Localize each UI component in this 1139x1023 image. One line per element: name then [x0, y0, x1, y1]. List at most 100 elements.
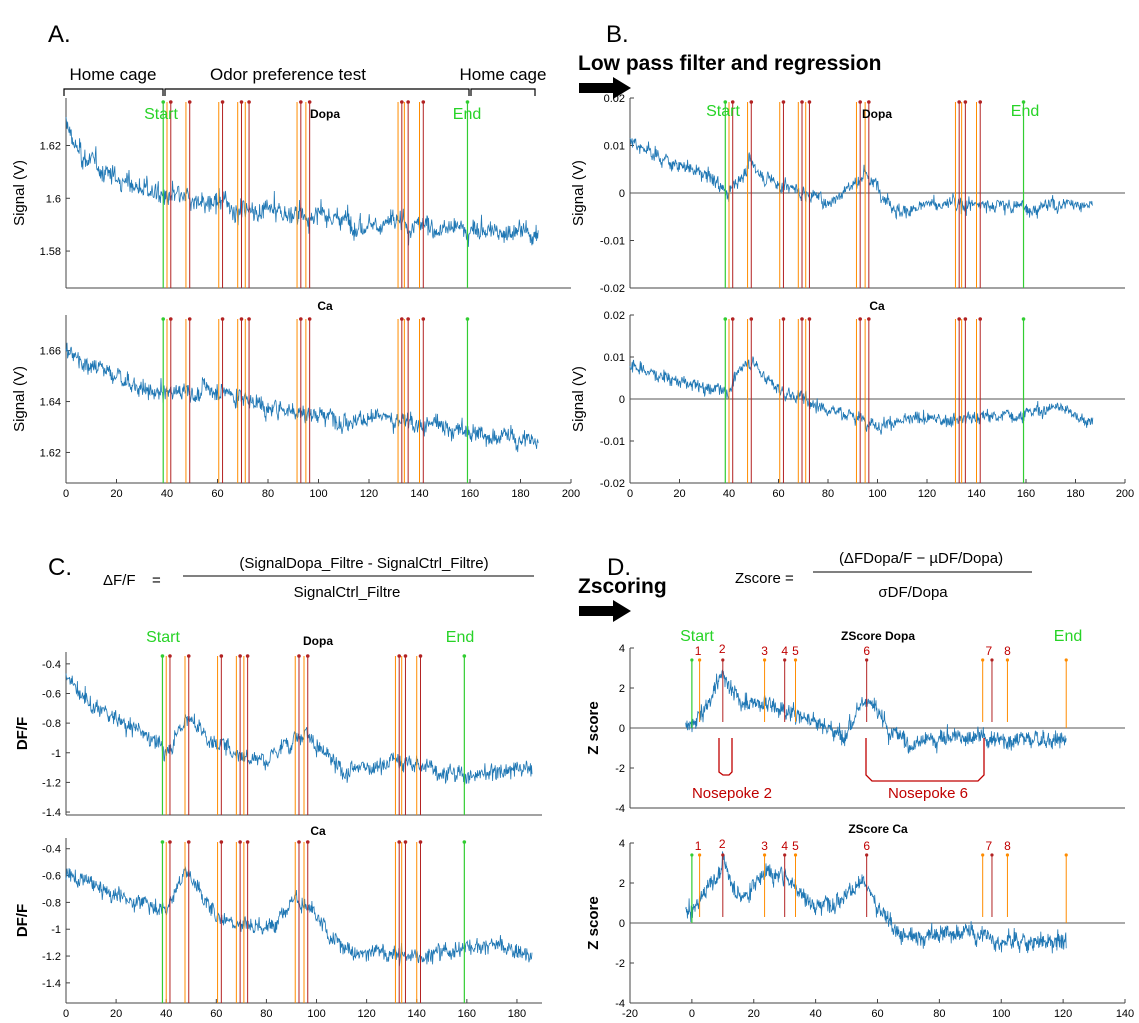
panel-b2-xtick-label: 60 — [772, 488, 784, 500]
panel-d2-nosepoke-dot — [793, 853, 798, 857]
panel-b2-start-dot — [723, 317, 728, 321]
panel-d2-nosepoke-dot — [990, 853, 994, 857]
panel-b2-xtick-label: 200 — [1116, 488, 1134, 500]
panel-d2-xtick-label: -20 — [622, 1008, 638, 1020]
panel-a2-nosepoke-exit-dot — [421, 317, 426, 321]
phase-label-home-cage-2: Home cage — [460, 65, 547, 84]
panel-b1-nosepoke-exit-dot — [978, 100, 983, 104]
panel-b2-xtick-label: 140 — [967, 488, 985, 500]
panel-a1-nosepoke-exit-dot — [239, 100, 244, 104]
panel-b2-xtick-label: 80 — [822, 488, 834, 500]
panel-b2-nosepoke-exit-dot — [781, 317, 786, 321]
panel-d2-nosepoke-dot — [1005, 853, 1010, 857]
panel-a2-xtick-label: 180 — [511, 488, 529, 500]
panel-a1-nosepoke-exit-dot — [400, 100, 404, 104]
phase-bracket-odor-test — [164, 88, 470, 96]
panel-d-start-label: Start — [680, 628, 714, 645]
panel-b2-xtick-label: 20 — [673, 488, 685, 500]
panel-b2-ytick-label: 0 — [619, 394, 625, 406]
panel-c1-nosepoke-exit-dot — [418, 654, 423, 658]
panel-d1-nosepoke-number: 2 — [719, 642, 726, 656]
panel-c1-nosepoke-exit-dot — [245, 654, 250, 658]
panel-a-label: A. — [48, 21, 71, 48]
panel-a2-xtick-label: 100 — [309, 488, 327, 500]
panel-d2-ytick-label: 4 — [619, 838, 625, 850]
panel-a1-title: Dopa — [310, 107, 340, 121]
panel-c2-nosepoke-exit-dot — [418, 840, 423, 844]
panel-c1-start-dot — [160, 654, 165, 658]
panel-b2-nosepoke-exit-dot — [867, 317, 871, 321]
panel-c1-ylabel: DF/F — [14, 717, 31, 750]
phase-bracket-home-cage-2 — [470, 88, 536, 96]
panel-d2-nosepoke-dot — [721, 853, 725, 857]
panel-b1-nosepoke-exit-dot — [781, 100, 786, 104]
panel-d2-end-dot — [1064, 853, 1068, 857]
panel-d2-xtick-label: 100 — [992, 1008, 1010, 1020]
panel-c2-xtick-label: 80 — [260, 1008, 272, 1020]
panel-b2-xtick-label: 40 — [723, 488, 735, 500]
panel-c2-nosepoke-exit-dot — [186, 840, 191, 844]
panel-a2-xtick-label: 160 — [461, 488, 479, 500]
panel-a1-nosepoke-exit-dot — [187, 100, 192, 104]
panel-b2-xtick-label: 0 — [627, 488, 633, 500]
panel-b2-ytick-label: 0.02 — [604, 310, 625, 322]
panel-c1-nosepoke-exit-dot — [219, 654, 224, 658]
panel-b1-ytick-label: -0.01 — [600, 236, 625, 248]
panel-b1-nosepoke-exit-dot — [807, 100, 812, 104]
panel-c1-ytick-label: -1.4 — [42, 807, 61, 819]
panel-d1-ytick-label: 0 — [619, 723, 625, 735]
panel-c2-xtick-label: 40 — [160, 1008, 172, 1020]
panel-d2-ytick-label: 2 — [619, 878, 625, 890]
panel-d2-nosepoke-number: 2 — [719, 837, 726, 851]
panel-c-end-label: End — [446, 629, 474, 646]
panel-a1-nosepoke-exit-dot — [247, 100, 251, 104]
panel-b1-ytick-label: 0 — [619, 188, 625, 200]
panel-c1-ytick-label: -1.2 — [42, 777, 61, 789]
panel-b1-ylabel: Signal (V) — [570, 160, 587, 226]
panel-d1-nosepoke-number: 3 — [761, 644, 768, 658]
panel-d-end-label: End — [1054, 628, 1082, 645]
panel-d2-title: ZScore Ca — [848, 822, 908, 836]
panel-d1-ylabel: Z score — [585, 701, 602, 754]
panel-c2-nosepoke-exit-dot — [219, 840, 224, 844]
panel-b1-nosepoke-exit-dot — [730, 100, 735, 104]
panel-b2-ytick-label: -0.01 — [600, 436, 625, 448]
panel-b1-ytick-label: 0.02 — [604, 93, 625, 105]
panel-b2-nosepoke-exit-dot — [858, 317, 862, 321]
panel-d1-ytick-label: 4 — [619, 643, 625, 655]
panel-d1-nosepoke-dot — [990, 658, 994, 662]
panel-c2-ylabel: DF/F — [14, 904, 31, 937]
panel-a-end-label: End — [453, 106, 481, 123]
panel-b2-nosepoke-exit-dot — [800, 317, 804, 321]
panel-b2-ylabel: Signal (V) — [570, 366, 587, 432]
panel-b1-title: Dopa — [862, 107, 892, 121]
panel-c2-nosepoke-exit-dot — [297, 840, 301, 844]
panel-b1-nosepoke-exit-dot — [858, 100, 862, 104]
formula-c-eq: = — [152, 572, 161, 589]
panel-c2-nosepoke-exit-dot — [305, 840, 310, 844]
panel-a2-xtick-label: 40 — [161, 488, 173, 500]
panel-a2-ytick-label: 1.62 — [40, 447, 61, 459]
panel-d1-nosepoke-number: 7 — [986, 644, 993, 658]
panel-a1-ytick-label: 1.6 — [46, 193, 61, 205]
panel-c2-ytick-label: -1.2 — [42, 951, 61, 963]
panel-d1-start-dot — [690, 658, 694, 662]
panel-c2-nosepoke-exit-dot — [238, 840, 242, 844]
panel-d1-nosepoke-number: 5 — [792, 644, 799, 658]
panel-d1-nosepoke-dot — [721, 658, 725, 662]
panel-d2-xtick-label: 140 — [1116, 1008, 1134, 1020]
arrow-icon-zscoring — [579, 600, 631, 622]
phase-bracket-home-cage-1 — [63, 88, 164, 96]
panel-a1-nosepoke-exit-dot — [421, 100, 426, 104]
panel-c1-nosepoke-exit-dot — [186, 654, 191, 658]
panel-d1-nosepoke-dot — [698, 658, 702, 662]
formula-d-denominator: σDF/Dopa — [878, 584, 948, 601]
panel-d1-nosepoke-dot — [762, 658, 767, 662]
panel-d2-xtick-label: 120 — [1054, 1008, 1072, 1020]
panel-a1-nosepoke-exit-dot — [406, 100, 410, 104]
panel-d1-ytick-label: -4 — [615, 803, 625, 815]
panel-c2-nosepoke-exit-dot — [245, 840, 250, 844]
panel-c1-nosepoke-exit-dot — [305, 654, 310, 658]
panel-d1-nosepoke-dot — [1005, 658, 1010, 662]
